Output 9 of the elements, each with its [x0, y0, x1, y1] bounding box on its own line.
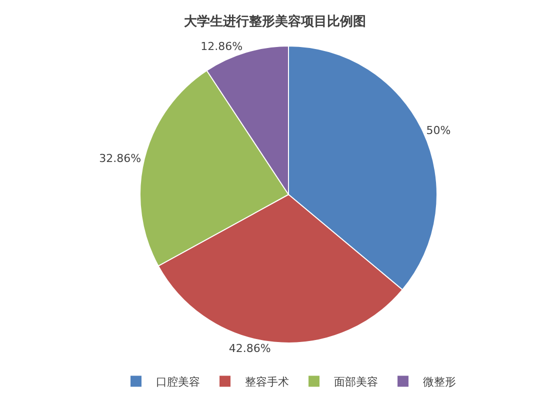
data-label: 42.86% [228, 342, 271, 356]
legend-label: 微整形 [423, 376, 456, 389]
data-label: 32.86% [99, 152, 142, 165]
data-label: 50% [426, 124, 451, 137]
legend-label: 口腔美容 [156, 376, 200, 389]
chart-title: 大学生进行整形美容项目比例图 [184, 13, 366, 30]
legend-label: 面部美容 [334, 376, 378, 389]
data-label: 12.86% [200, 40, 243, 53]
legend-label: 整容手术 [245, 376, 289, 389]
